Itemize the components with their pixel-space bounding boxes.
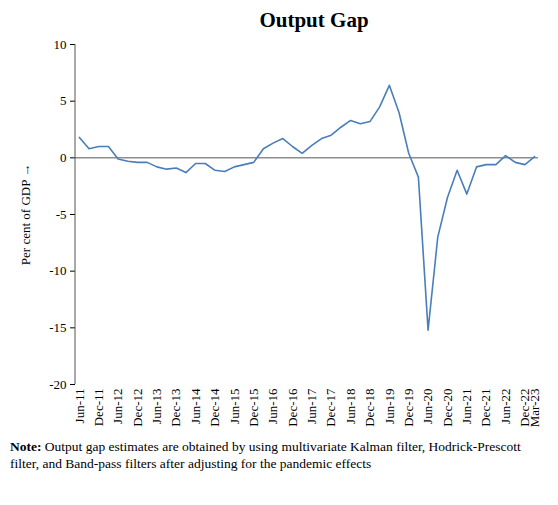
svg-text:Dec-15: Dec-15 [246, 389, 261, 427]
svg-text:Jun-12: Jun-12 [110, 389, 125, 424]
svg-text:10: 10 [54, 37, 67, 52]
svg-text:Jun-15: Jun-15 [227, 389, 242, 424]
svg-text:Jun-13: Jun-13 [149, 389, 164, 424]
svg-text:-15: -15 [49, 320, 66, 335]
svg-text:Jun-14: Jun-14 [188, 388, 203, 424]
svg-text:Jun-19: Jun-19 [381, 389, 396, 424]
svg-text:Jun-17: Jun-17 [304, 388, 319, 424]
svg-text:Jun-21: Jun-21 [459, 389, 474, 424]
svg-text:Mar-23: Mar-23 [527, 389, 542, 428]
svg-text:Jun-16: Jun-16 [265, 388, 280, 424]
svg-text:Dec-19: Dec-19 [401, 389, 416, 427]
svg-text:-5: -5 [56, 207, 67, 222]
svg-text:Dec-20: Dec-20 [440, 389, 455, 427]
svg-text:0: 0 [60, 150, 67, 165]
svg-text:Dec-18: Dec-18 [362, 389, 377, 427]
svg-text:Dec-13: Dec-13 [168, 389, 183, 427]
svg-text:Dec-14: Dec-14 [207, 388, 222, 427]
svg-text:Dec-22: Dec-22 [517, 388, 533, 427]
svg-text:Jun-20: Jun-20 [420, 389, 435, 424]
svg-text:Dec-17: Dec-17 [323, 388, 338, 427]
svg-text:Jun-22: Jun-22 [498, 389, 513, 424]
svg-text:Dec-21: Dec-21 [478, 389, 493, 427]
svg-text:Dec-12: Dec-12 [130, 389, 145, 427]
svg-text:-10: -10 [49, 263, 66, 278]
svg-text:-20: -20 [49, 377, 66, 392]
svg-text:Dec-11: Dec-11 [91, 389, 106, 427]
svg-text:5: 5 [60, 93, 67, 108]
svg-text:Jun-18: Jun-18 [343, 389, 358, 424]
html-text:Output Gap: Output Gap [259, 8, 369, 32]
svg-text:Dec-16: Dec-16 [285, 388, 300, 427]
svg-text:Jun-11: Jun-11 [72, 389, 87, 424]
html-text:Note: Output gap estimates are: Note: Output gap estimates are obtained … [10, 439, 521, 471]
svg-text:Per cent of GDP →: Per cent of GDP → [18, 164, 33, 265]
